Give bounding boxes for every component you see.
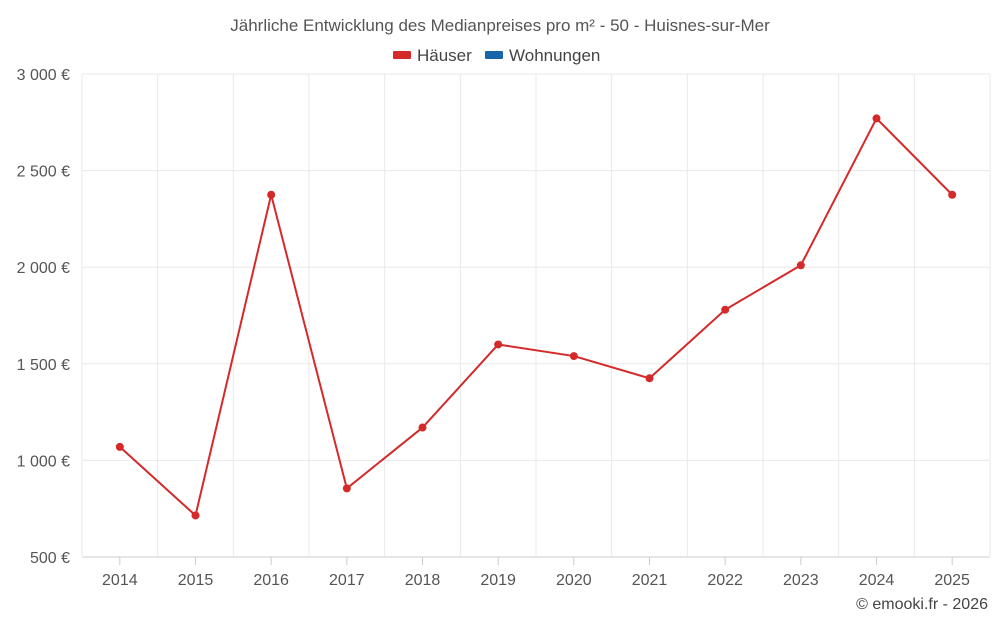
chart-title: Jährliche Entwicklung des Medianpreises … bbox=[230, 16, 770, 35]
data-point[interactable] bbox=[267, 190, 276, 199]
data-point[interactable] bbox=[418, 423, 427, 432]
series-line bbox=[119, 117, 953, 517]
data-point[interactable] bbox=[191, 511, 200, 520]
y-tick-label: 500 € bbox=[30, 550, 70, 567]
legend-label-apartments: Wohnungen bbox=[509, 46, 600, 65]
data-point[interactable] bbox=[721, 305, 730, 314]
x-tick-label: 2018 bbox=[405, 572, 441, 589]
credit-text: © emooki.fr - 2026 bbox=[856, 596, 988, 613]
legend-swatch-houses bbox=[393, 51, 411, 59]
x-tick-label: 2021 bbox=[632, 572, 668, 589]
legend-label-houses: Häuser bbox=[417, 46, 472, 65]
x-tick-label: 2019 bbox=[480, 572, 516, 589]
legend-item-apartments[interactable]: Wohnungen bbox=[485, 46, 600, 65]
data-point[interactable] bbox=[645, 374, 654, 383]
data-point[interactable] bbox=[494, 340, 503, 349]
x-tick-label: 2022 bbox=[707, 572, 743, 589]
x-tick-label: 2024 bbox=[859, 572, 895, 589]
x-tick-label: 2014 bbox=[102, 572, 138, 589]
x-tick-label: 2020 bbox=[556, 572, 592, 589]
series-houses bbox=[115, 114, 957, 520]
x-tick-label: 2015 bbox=[178, 572, 214, 589]
x-tick-label: 2023 bbox=[783, 572, 819, 589]
y-tick-label: 3 000 € bbox=[17, 67, 70, 84]
data-point[interactable] bbox=[948, 190, 957, 199]
y-axis-ticks: 500 € 1 000 € 1 500 € 2 000 € 2 500 € 3 000 € bbox=[17, 67, 70, 567]
legend: Häuser Wohnungen bbox=[393, 46, 600, 65]
y-tick-label: 2 000 € bbox=[17, 260, 70, 277]
x-tick-label: 2017 bbox=[329, 572, 365, 589]
y-tick-label: 1 000 € bbox=[17, 453, 70, 470]
x-axis-ticks: 2014 2015 2016 2017 2018 2019 2020 2021 2022 2023… bbox=[102, 557, 970, 589]
data-point[interactable] bbox=[796, 261, 805, 270]
y-tick-label: 2 500 € bbox=[17, 164, 70, 181]
legend-swatch-apartments bbox=[485, 51, 503, 59]
grid bbox=[81, 73, 991, 558]
data-point[interactable] bbox=[872, 114, 881, 123]
x-tick-label: 2025 bbox=[934, 572, 970, 589]
y-tick-label: 1 500 € bbox=[17, 357, 70, 374]
legend-item-houses[interactable]: Häuser bbox=[393, 46, 472, 65]
data-point[interactable] bbox=[115, 442, 124, 451]
x-tick-label: 2016 bbox=[253, 572, 289, 589]
data-point[interactable] bbox=[569, 352, 578, 361]
data-point[interactable] bbox=[342, 484, 351, 493]
